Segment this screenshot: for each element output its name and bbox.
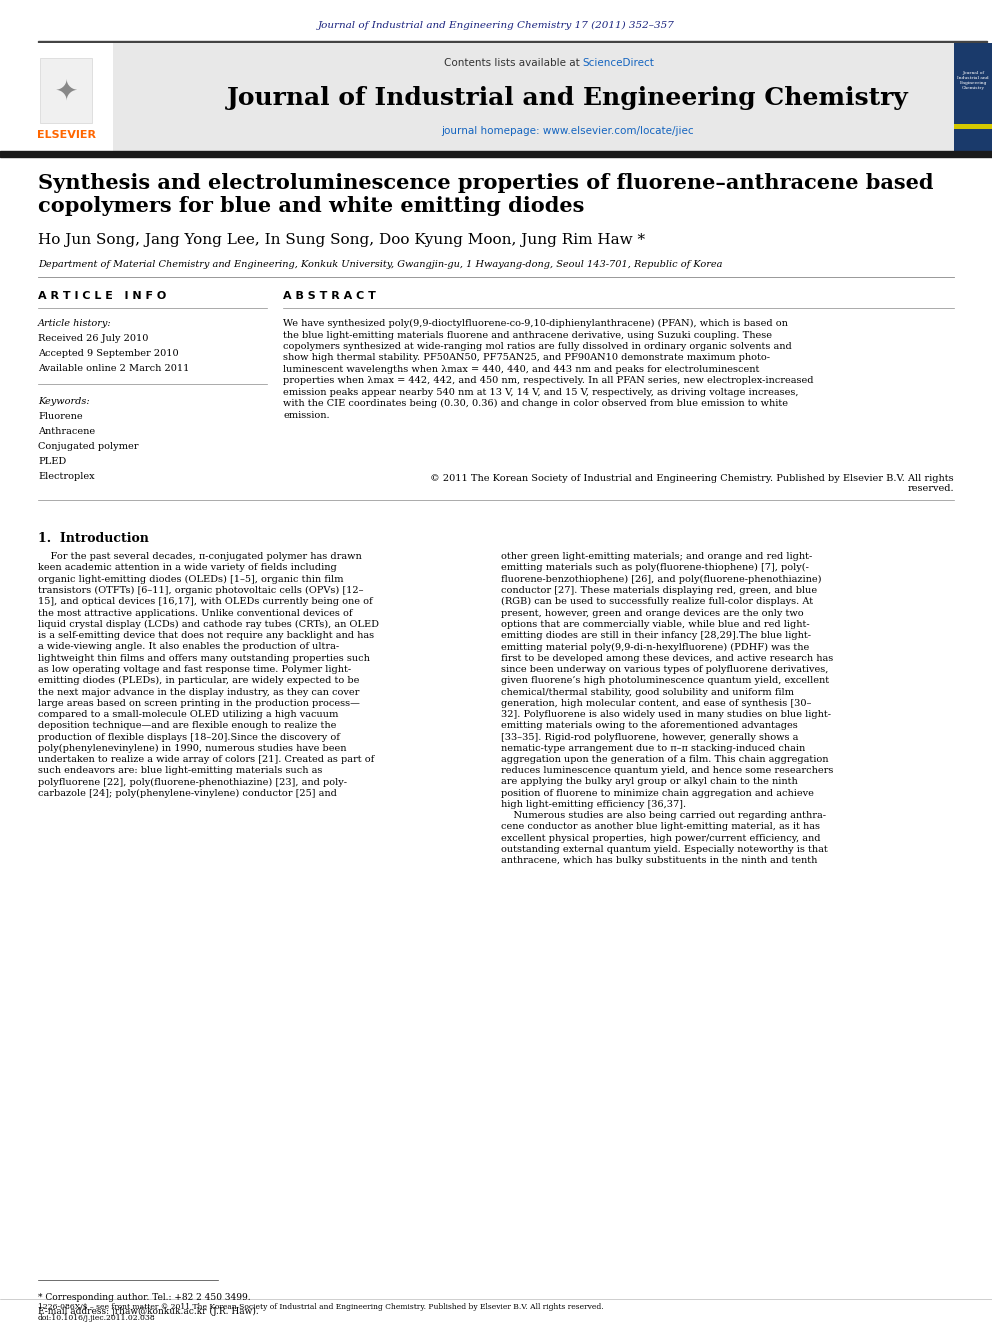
Text: 1.  Introduction: 1. Introduction [38,532,149,545]
Text: * Corresponding author. Tel.: +82 2 450 3499.: * Corresponding author. Tel.: +82 2 450 … [38,1293,251,1302]
Text: Conjugated polymer: Conjugated polymer [38,442,139,451]
Text: doi:10.1016/j.jiec.2011.02.038: doi:10.1016/j.jiec.2011.02.038 [38,1314,156,1322]
Text: Anthracene: Anthracene [38,427,95,437]
Text: ScienceDirect: ScienceDirect [582,58,655,67]
Text: A B S T R A C T: A B S T R A C T [283,291,376,302]
Text: © 2011 The Korean Society of Industrial and Engineering Chemistry. Published by : © 2011 The Korean Society of Industrial … [431,474,954,493]
Bar [0,44,113,151]
Text: Synthesis and electroluminescence properties of fluorene–anthracene based
copoly: Synthesis and electroluminescence proper… [38,173,933,216]
Text: A R T I C L E   I N F O: A R T I C L E I N F O [38,291,167,302]
Text: Keywords:: Keywords: [38,397,89,406]
Bar [0,151,992,157]
Bar [954,124,992,130]
Bar [38,44,954,151]
Bar [954,44,992,151]
Text: other green light-emitting materials; and orange and red light-
emitting materia: other green light-emitting materials; an… [501,552,833,865]
Text: Electroplex: Electroplex [38,471,94,480]
Text: Ho Jun Song, Jang Yong Lee, In Sung Song, Doo Kyung Moon, Jung Rim Haw *: Ho Jun Song, Jang Yong Lee, In Sung Song… [38,233,645,247]
Text: Journal of Industrial and Engineering Chemistry: Journal of Industrial and Engineering Ch… [226,86,909,110]
Text: PLED: PLED [38,456,66,466]
Bar [40,58,92,123]
Text: Journal of Industrial and Engineering Chemistry 17 (2011) 352–357: Journal of Industrial and Engineering Ch… [317,20,675,29]
Text: ✦: ✦ [55,77,77,105]
Text: Journal of
Industrial and
Engineering
Chemistry: Journal of Industrial and Engineering Ch… [957,71,989,90]
Text: Fluorene: Fluorene [38,413,82,422]
Text: journal homepage: www.elsevier.com/locate/jiec: journal homepage: www.elsevier.com/locat… [441,126,693,136]
Text: Accepted 9 September 2010: Accepted 9 September 2010 [38,349,179,359]
Text: Available online 2 March 2011: Available online 2 March 2011 [38,364,189,373]
Text: We have synthesized poly(9,9-dioctylfluorene-co-9,10-diphienylanthracene) (PFAN): We have synthesized poly(9,9-dioctylfluo… [283,319,813,419]
Text: ELSEVIER: ELSEVIER [37,130,95,140]
Text: 1226-086X/$ – see front matter © 2011 The Korean Society of Industrial and Engin: 1226-086X/$ – see front matter © 2011 Th… [38,1303,603,1311]
Text: For the past several decades, π-conjugated polymer has drawn
keen academic atten: For the past several decades, π-conjugat… [38,552,379,798]
Text: Contents lists available at: Contents lists available at [443,58,582,67]
Text: E-mail address: jrhaw@konkuk.ac.kr (J.R. Haw).: E-mail address: jrhaw@konkuk.ac.kr (J.R.… [38,1307,259,1316]
Text: Department of Material Chemistry and Engineering, Konkuk University, Gwangjin-gu: Department of Material Chemistry and Eng… [38,261,722,269]
Text: Article history:: Article history: [38,319,112,328]
Text: Received 26 July 2010: Received 26 July 2010 [38,335,149,344]
